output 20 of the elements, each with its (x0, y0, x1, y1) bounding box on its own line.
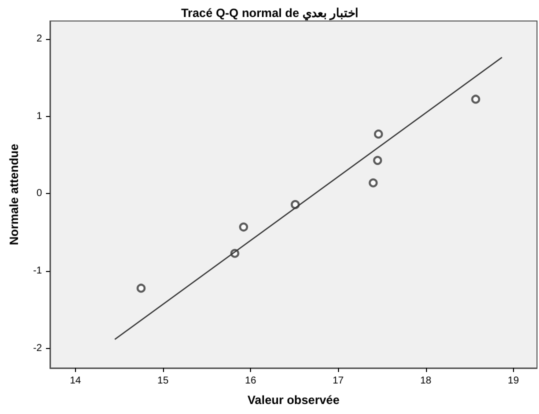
x-tick-label: 17 (332, 376, 344, 386)
x-axis-title: Valeur observée (247, 393, 340, 407)
y-tick-label: -2 (33, 343, 42, 354)
chart-title: Tracé Q-Q normal de اختبار بعدي (181, 6, 358, 21)
x-tick-label: 14 (70, 376, 82, 386)
point (374, 130, 383, 139)
point (136, 284, 146, 293)
x-tick-label: 15 (157, 376, 169, 386)
y-tick-label: -1 (33, 266, 42, 277)
y-tick-label: 2 (36, 33, 42, 44)
x-tick-label: 19 (508, 376, 520, 386)
y-tick-label: 0 (36, 188, 42, 200)
point (368, 178, 378, 188)
y-axis-title: Normale attendue (7, 144, 21, 246)
y-tick-label: 1 (36, 110, 42, 122)
point (373, 156, 382, 165)
x-tick-label: 16 (245, 376, 257, 386)
point (239, 222, 248, 232)
point (471, 94, 480, 104)
x-tick-label: 18 (420, 376, 432, 386)
